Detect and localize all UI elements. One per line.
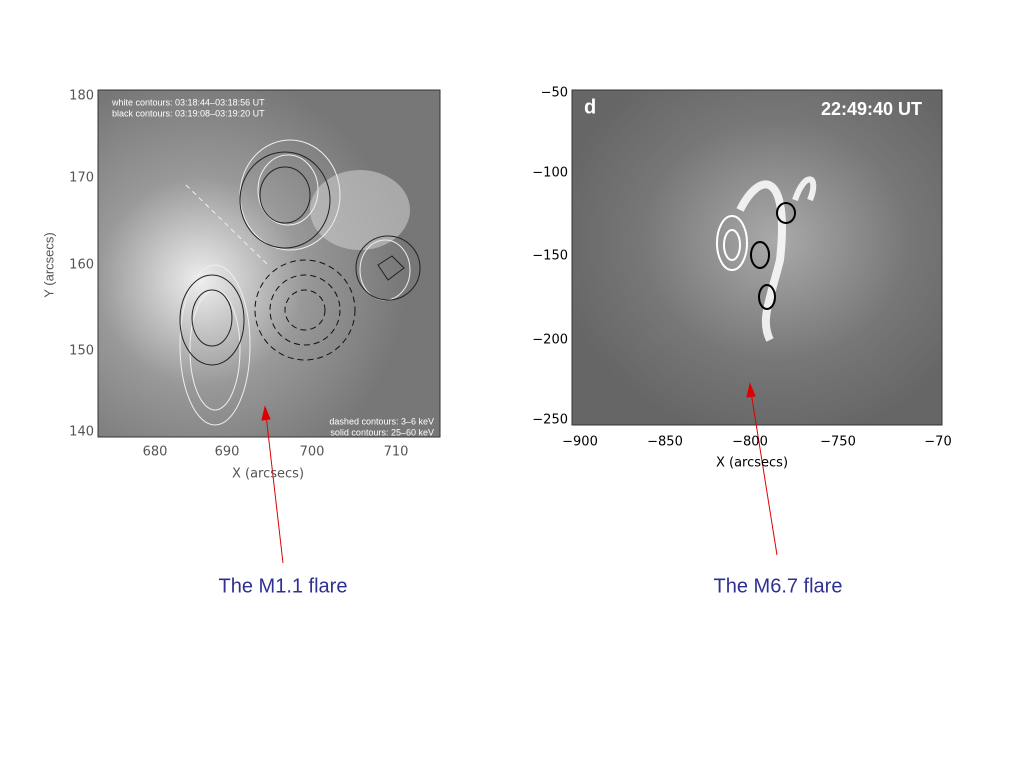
caption: The M1.1 flare <box>219 575 348 597</box>
x-tick-label: −70 <box>924 435 951 450</box>
caption: The M6.7 flare <box>714 575 843 597</box>
annotation: white contours: 03:18:44–03:18:56 UT <box>111 97 265 107</box>
x-tick-label: 710 <box>384 445 409 460</box>
annotation: 22:49:40 UT <box>821 99 922 119</box>
x-axis-label: X (arcsecs) <box>232 467 304 482</box>
x-tick-label: 690 <box>215 445 240 460</box>
x-tick-label: −750 <box>820 435 856 450</box>
y-tick-label: −100 <box>532 166 568 181</box>
y-axis-label: Y (arcsecs) <box>41 232 56 298</box>
annotation: d <box>584 96 596 118</box>
y-tick-label: −50 <box>541 86 568 101</box>
annotation: solid contours: 25–60 keV <box>330 427 434 437</box>
annotation: dashed contours: 3–6 keV <box>329 416 434 426</box>
y-tick-label: −150 <box>532 249 568 264</box>
image-left <box>97 89 441 438</box>
y-tick-label: −250 <box>532 413 568 428</box>
annotation: black contours: 03:19:08–03:19:20 UT <box>112 108 265 118</box>
x-tick-label: 680 <box>143 445 168 460</box>
y-tick-label: 180 <box>69 89 94 104</box>
arrows <box>261 382 778 564</box>
y-tick-label: 140 <box>69 425 94 440</box>
x-tick-label: −800 <box>732 435 768 450</box>
image-right <box>571 89 943 426</box>
y-tick-label: 170 <box>69 171 94 186</box>
x-axis-label: X (arcsecs) <box>716 456 788 471</box>
y-tick-label: −200 <box>532 333 568 348</box>
x-tick-label: 700 <box>300 445 325 460</box>
y-tick-label: 160 <box>69 258 94 273</box>
y-tick-label: 150 <box>69 344 94 359</box>
x-tick-label: −900 <box>562 435 598 450</box>
x-tick-label: −850 <box>647 435 683 450</box>
